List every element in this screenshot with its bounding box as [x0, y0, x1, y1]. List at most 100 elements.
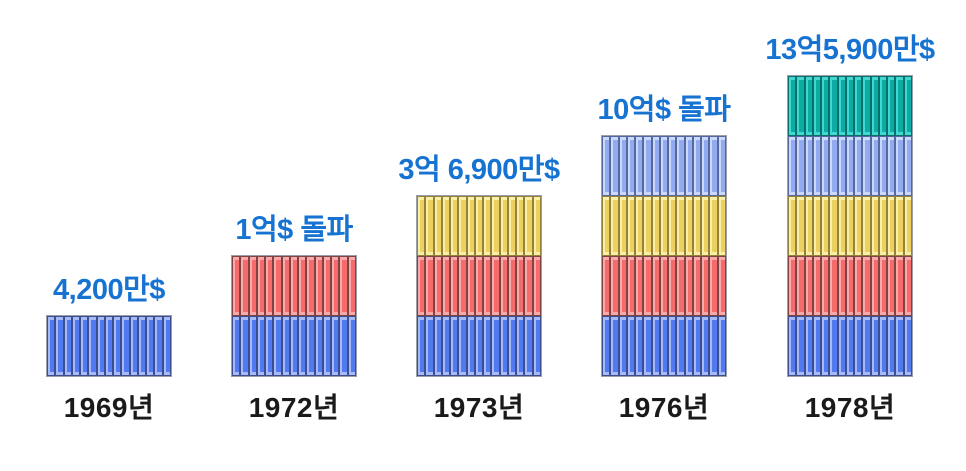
container-slat [812, 316, 822, 376]
container-slat [441, 316, 451, 376]
container-slat [788, 196, 797, 256]
container-slat [895, 136, 904, 196]
container-slat [626, 196, 636, 256]
container-slat [499, 256, 508, 316]
container-slat [273, 256, 282, 316]
container-slat [845, 256, 855, 316]
container-slat [104, 316, 114, 376]
segment-blue [788, 316, 912, 376]
container-slat [232, 256, 241, 316]
segment-periwinkle [788, 136, 912, 196]
container-slat [289, 316, 299, 376]
container-slat [281, 256, 290, 316]
container-slat [248, 256, 257, 316]
segment-red [417, 256, 541, 316]
container-slat [602, 136, 611, 196]
container-slat [692, 136, 702, 196]
value-label-1972: 1억$ 돌파 [235, 214, 353, 246]
container-slat [298, 256, 307, 316]
container-slat [113, 316, 122, 376]
container-slat [281, 316, 290, 376]
container-slat [602, 196, 611, 256]
container-slat [499, 196, 508, 256]
container-slat [507, 316, 517, 376]
container-slat [610, 256, 619, 316]
container-slat [474, 196, 484, 256]
container-slat [804, 256, 813, 316]
container-slat [47, 316, 56, 376]
container-slat [643, 316, 652, 376]
container-slat [162, 316, 171, 376]
container-slat [692, 256, 702, 316]
container-slat [339, 256, 348, 316]
container-slat [491, 316, 500, 376]
container-slat [887, 136, 896, 196]
container-slat [458, 256, 467, 316]
container-slat [870, 196, 879, 256]
container-slat [474, 316, 484, 376]
container-slat [55, 316, 64, 376]
container-slat [524, 316, 533, 376]
container-slat [821, 256, 830, 316]
segment-red [788, 256, 912, 316]
container-slat [854, 196, 863, 256]
container-slat [433, 196, 442, 256]
year-label-1972: 1972년 [248, 392, 340, 423]
container-slat [417, 196, 426, 256]
container-slat [129, 316, 138, 376]
container-slat [684, 316, 693, 376]
container-slat [862, 196, 871, 256]
segment-periwinkle [602, 136, 726, 196]
container-slat [483, 196, 492, 256]
container-slat [524, 256, 533, 316]
container-slat [709, 316, 718, 376]
container-slat [821, 316, 830, 376]
container-slat [532, 316, 541, 376]
container-slat [80, 316, 89, 376]
container-slat [709, 196, 718, 256]
container-slat [870, 316, 879, 376]
container-slat [425, 196, 434, 256]
container-slat [610, 136, 619, 196]
container-slat [635, 196, 644, 256]
container-slat [804, 136, 813, 196]
year-label-1973: 1973년 [433, 392, 525, 423]
container-slat [322, 316, 332, 376]
container-slat [692, 196, 702, 256]
container-slat [701, 136, 710, 196]
container-slat [845, 196, 855, 256]
container-slat [289, 256, 299, 316]
container-slat [837, 76, 846, 136]
container-slat [450, 316, 459, 376]
container-slat [659, 316, 669, 376]
container-slat [516, 256, 525, 316]
segment-yellow [788, 196, 912, 256]
container-slat [903, 316, 912, 376]
container-slat [837, 316, 846, 376]
container-slat [532, 256, 541, 316]
container-slat [837, 136, 846, 196]
container-slat [154, 316, 163, 376]
container-slat [532, 196, 541, 256]
container-slat [812, 256, 822, 316]
container-slat [651, 256, 660, 316]
container-slat [796, 316, 805, 376]
container-slat [668, 256, 677, 316]
container-slat [491, 196, 500, 256]
container-slat [306, 256, 315, 316]
container-slat [854, 256, 863, 316]
container-slat [870, 256, 879, 316]
container-slat [331, 316, 340, 376]
container-slat [788, 256, 797, 316]
segment-blue [602, 316, 726, 376]
container-slat [458, 196, 467, 256]
container-slat [466, 196, 475, 256]
container-slat [878, 76, 888, 136]
container-slat [887, 196, 896, 256]
bar-1978 [787, 75, 913, 377]
container-slat [684, 256, 693, 316]
container-slat [659, 196, 669, 256]
container-slat [602, 316, 611, 376]
